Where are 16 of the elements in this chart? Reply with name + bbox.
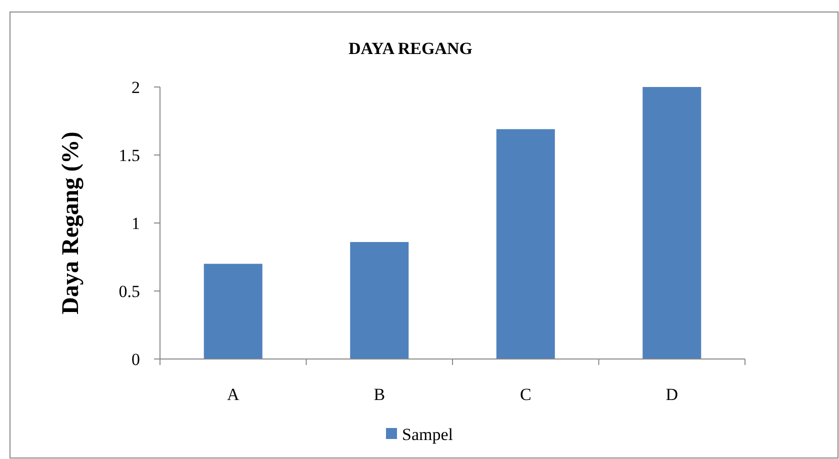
x-tick-label: D bbox=[666, 385, 678, 404]
y-tick-label: 0 bbox=[132, 350, 140, 369]
bar bbox=[642, 87, 702, 359]
y-axis-title: Daya Regang (%) bbox=[58, 132, 84, 314]
y-tick-label: 1.5 bbox=[118, 146, 140, 165]
bar bbox=[350, 242, 409, 359]
x-tick-label: B bbox=[374, 385, 386, 404]
x-tick-label: A bbox=[226, 385, 240, 404]
legend-label: Sampel bbox=[402, 424, 454, 444]
x-tick-label: C bbox=[520, 385, 532, 404]
bar bbox=[204, 264, 262, 359]
y-tick-label: 1 bbox=[132, 214, 140, 233]
y-tick-label: 0.5 bbox=[118, 282, 140, 301]
y-tick-label: 2 bbox=[132, 78, 140, 97]
bar bbox=[496, 129, 555, 359]
chart-title: DAYA REGANG bbox=[348, 39, 472, 58]
